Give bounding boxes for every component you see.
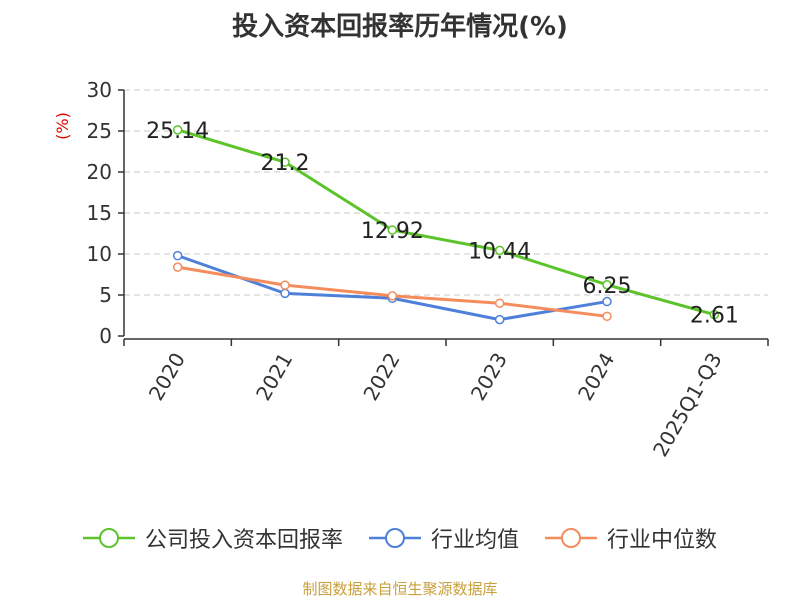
data-label: 21.2 xyxy=(261,151,310,176)
legend-swatch xyxy=(545,528,597,548)
y-axis-label: (%) xyxy=(53,112,72,140)
x-tick-label: 2022 xyxy=(358,349,404,405)
legend-label: 行业中位数 xyxy=(607,528,718,553)
data-point xyxy=(602,311,612,322)
y-tick-label: 0 xyxy=(99,324,112,348)
data-label: 6.25 xyxy=(583,274,632,299)
y-tick-label: 30 xyxy=(87,78,112,102)
data-point xyxy=(602,280,612,290)
data-point xyxy=(280,157,290,167)
data-point xyxy=(494,298,505,308)
x-tick-label: 2021 xyxy=(251,349,297,405)
legend-item: 公司投入资本回报率 xyxy=(82,522,343,554)
series-lines xyxy=(172,125,720,325)
y-tick-label: 25 xyxy=(87,119,112,143)
data-point xyxy=(709,309,720,320)
y-tick-label: 15 xyxy=(87,201,112,225)
data-point xyxy=(494,245,505,256)
data-point xyxy=(280,280,290,290)
legend-label: 行业均值 xyxy=(430,528,519,553)
x-tick-label: 2023 xyxy=(466,349,512,405)
legend-swatch-marker xyxy=(384,528,405,548)
data-label: 2.61 xyxy=(690,304,739,329)
data-point xyxy=(172,250,183,261)
y-tick-label: 5 xyxy=(99,283,112,307)
x-tick-label: 2024 xyxy=(573,349,619,405)
legend-swatch-marker xyxy=(98,528,119,548)
data-point xyxy=(602,296,612,307)
data-point xyxy=(172,125,183,135)
legend-item: 行业均值 xyxy=(368,522,519,554)
series-line xyxy=(177,128,715,317)
data-point xyxy=(494,314,505,325)
legend-label: 公司投入资本回报率 xyxy=(144,528,343,553)
x-tick-label: 2025Q1-Q3 xyxy=(648,349,727,461)
data-point xyxy=(387,225,398,235)
x-tick-label: 2020 xyxy=(144,349,190,405)
data-source-footer: 制图数据来自恒生聚源数据库 xyxy=(302,580,498,598)
data-point xyxy=(280,288,290,299)
data-label: 10.44 xyxy=(468,239,531,264)
data-label: 12.92 xyxy=(361,219,424,244)
grid-lines xyxy=(124,89,768,296)
data-point xyxy=(387,291,398,301)
data-point xyxy=(172,262,183,272)
data-label: 25.14 xyxy=(146,119,209,144)
y-tick-label: 20 xyxy=(87,160,112,184)
legend-item: 行业中位数 xyxy=(545,522,717,554)
chart-title: 投入资本回报率历年情况(%) xyxy=(232,12,568,42)
legend-swatch xyxy=(82,528,135,548)
legend-swatch-marker xyxy=(561,528,581,548)
data-labels: 25.14 21.2 12.92 10.44 6.25 2.61 xyxy=(146,119,739,329)
legend-swatch xyxy=(368,528,421,548)
y-tick-label: 10 xyxy=(87,242,112,266)
legend: 公司投入资本回报率 行业均值 行业中位数 xyxy=(0,518,800,558)
